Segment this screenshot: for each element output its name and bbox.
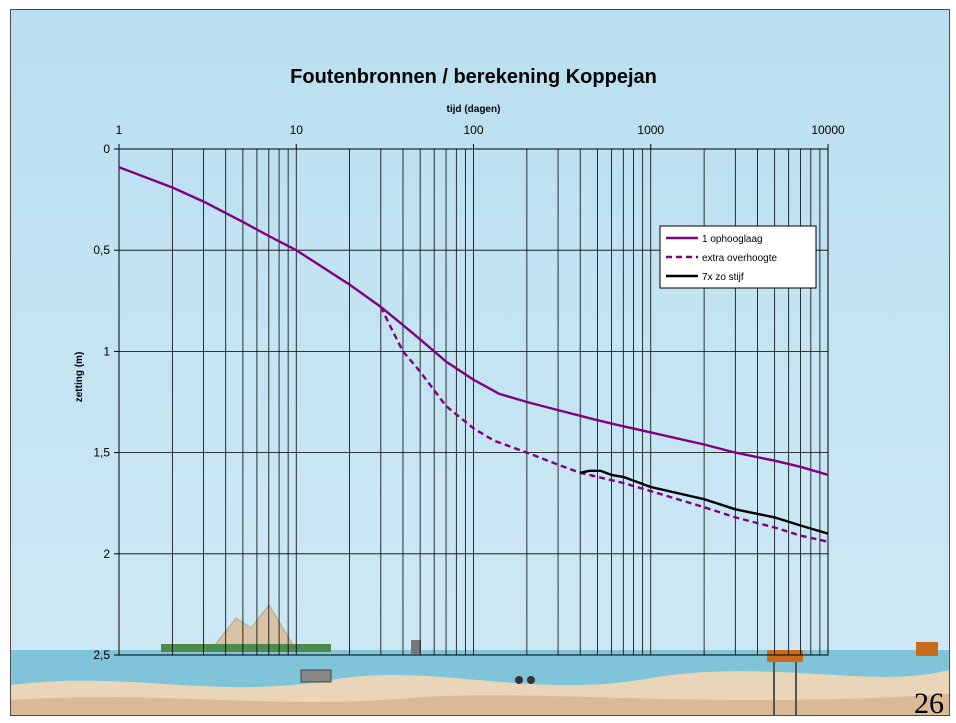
legend-label-0: 1 ophooglaag (702, 234, 763, 245)
mountain-illustration (209, 604, 297, 651)
platform-illustration (300, 669, 332, 683)
y-axis-label: zetting (m) (74, 352, 85, 403)
y-tick-label: 0 (103, 142, 110, 156)
island-illustration (161, 644, 331, 652)
slide-number: 26 (914, 687, 944, 720)
rig-illustration (767, 650, 803, 662)
y-tick-label: 2 (103, 547, 110, 561)
series-line-2 (579, 469, 829, 535)
y-tick-label: 1 (103, 344, 110, 358)
y-tick-label: 0,5 (93, 243, 110, 257)
x-tick-label: 10000 (811, 123, 845, 137)
x-tick-label: 10 (290, 123, 304, 137)
slide-frame: Foutenbronnen / berekening Koppejan tijd … (10, 9, 950, 716)
x-axis-label: tijd (dagen) (447, 104, 501, 115)
rig-illustration (916, 642, 938, 656)
x-tick-label: 1000 (637, 123, 664, 137)
settlement-chart: Foutenbronnen / berekening Koppejan tijd … (11, 66, 949, 715)
series-line-0 (118, 166, 829, 477)
seabed-deep (11, 694, 949, 715)
y-tick-label: 1,5 (93, 446, 110, 460)
legend-label-1: extra overhoogte (702, 253, 777, 264)
legend-label-2: 7x zo stijf (702, 272, 744, 283)
vessel-illustration (515, 676, 523, 684)
x-tick-label: 100 (463, 123, 483, 137)
series-line-1 (379, 306, 829, 543)
y-tick-label: 2,5 (93, 648, 110, 662)
tower-illustration (411, 640, 421, 654)
x-tick-label: 1 (116, 123, 123, 137)
chart-title: Foutenbronnen / berekening Koppejan (290, 66, 657, 88)
vessel-illustration (527, 676, 535, 684)
